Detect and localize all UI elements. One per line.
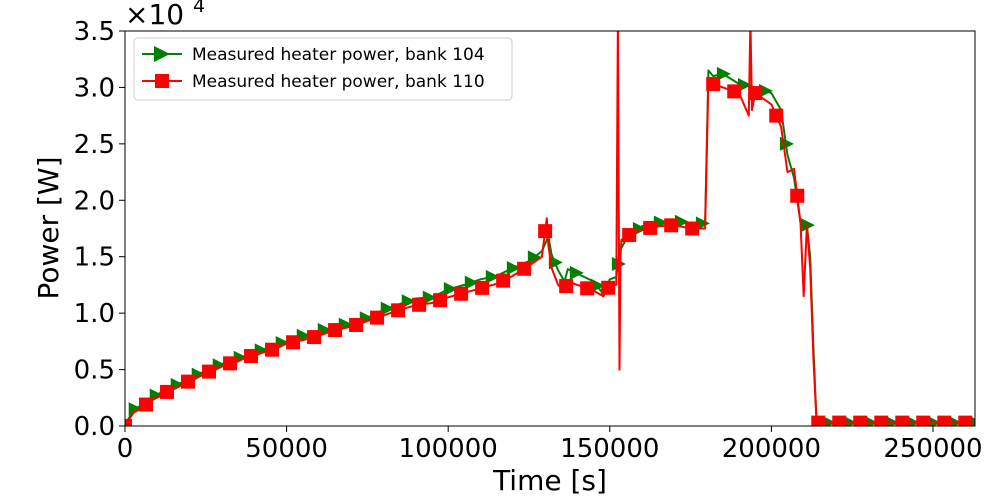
data-point (685, 221, 700, 236)
data-point (433, 293, 448, 308)
data-point (202, 364, 217, 379)
series-layer (125, 31, 975, 426)
data-point (758, 83, 773, 98)
data-point (328, 323, 343, 338)
y-tick-label: 0.5 (74, 356, 115, 386)
y-tick-label: 1.5 (74, 243, 115, 273)
data-point (160, 384, 175, 399)
data-point (590, 278, 605, 293)
y-tick-label: 3.0 (74, 73, 115, 103)
data-point (139, 397, 154, 412)
data-point (664, 218, 679, 233)
legend-entry-bank-110: Measured heater power, bank 110 (142, 72, 485, 92)
y-multiplier: ×10 4 (125, 0, 205, 31)
data-point (125, 419, 132, 426)
data-point (832, 415, 847, 426)
triangle-right-icon (154, 46, 170, 62)
data-point (496, 273, 511, 288)
data-point (401, 294, 416, 309)
data-point (464, 275, 479, 290)
data-point (601, 280, 616, 295)
data-point (244, 349, 259, 364)
data-point (622, 228, 637, 243)
x-tick-label: 250000 (883, 434, 982, 464)
data-point (527, 250, 542, 265)
data-point (485, 269, 500, 284)
data-point (443, 281, 458, 296)
legend: Measured heater power, bank 104 Measured… (133, 37, 513, 101)
legend-box (133, 37, 513, 101)
data-point (916, 415, 931, 426)
y-axis: 0.0 0.5 1.0 1.5 2.0 2.5 3.0 3.5 (74, 17, 125, 442)
data-point (811, 415, 826, 426)
legend-label-bank-104: Measured heater power, bank 104 (192, 45, 485, 65)
data-point (800, 218, 815, 233)
x-tick-label: 200000 (722, 434, 821, 464)
data-point (895, 415, 910, 426)
data-point (937, 415, 952, 426)
y-tick-label: 1.0 (74, 299, 115, 329)
data-point (506, 261, 521, 275)
data-point (548, 255, 563, 270)
x-tick-label: 100000 (399, 434, 498, 464)
y-multiplier-base: ×10 (125, 0, 184, 31)
data-point (874, 415, 889, 426)
data-point (517, 261, 532, 276)
data-point (317, 322, 332, 337)
plot-frame (124, 30, 976, 427)
data-point (748, 86, 763, 101)
data-point (349, 317, 364, 332)
data-point (181, 374, 196, 389)
data-point (422, 290, 437, 305)
x-axis: 0 50000 100000 150000 200000 250000 (117, 426, 983, 464)
data-point (391, 303, 406, 318)
data-point (706, 77, 721, 92)
data-point (265, 342, 280, 357)
data-point (716, 66, 731, 81)
data-point (737, 78, 752, 93)
data-point (454, 286, 469, 301)
data-point (296, 328, 311, 343)
legend-label-bank-110: Measured heater power, bank 110 (192, 72, 485, 92)
y-tick-label: 2.5 (74, 130, 115, 160)
data-point (286, 335, 301, 350)
data-point (380, 301, 395, 316)
data-point (559, 279, 574, 294)
y-tick-label: 0.0 (74, 412, 115, 442)
data-point (475, 280, 490, 295)
data-point (769, 108, 784, 123)
data-point (727, 84, 742, 99)
data-point (307, 330, 322, 345)
data-point (958, 415, 973, 426)
x-axis-label: Time [s] (492, 464, 607, 497)
y-tick-label: 3.5 (74, 17, 115, 47)
data-point (128, 402, 143, 417)
legend-entry-bank-104: Measured heater power, bank 104 (142, 45, 485, 65)
x-tick-label: 0 (117, 434, 134, 464)
data-point (569, 265, 584, 280)
x-tick-label: 150000 (560, 434, 659, 464)
x-tick-label: 50000 (245, 434, 328, 464)
y-axis-label: Power [W] (32, 156, 65, 299)
y-multiplier-exponent: 4 (193, 0, 205, 17)
data-point (412, 297, 427, 312)
data-point (853, 415, 868, 426)
data-point (643, 220, 658, 235)
y-tick-label: 2.0 (74, 186, 115, 216)
square-icon (155, 74, 169, 88)
series-bank-110 (125, 31, 973, 426)
data-point (223, 356, 238, 371)
data-point (580, 281, 595, 296)
data-point (538, 224, 553, 239)
data-point (370, 310, 385, 325)
data-point (695, 216, 710, 231)
data-point (790, 188, 805, 203)
